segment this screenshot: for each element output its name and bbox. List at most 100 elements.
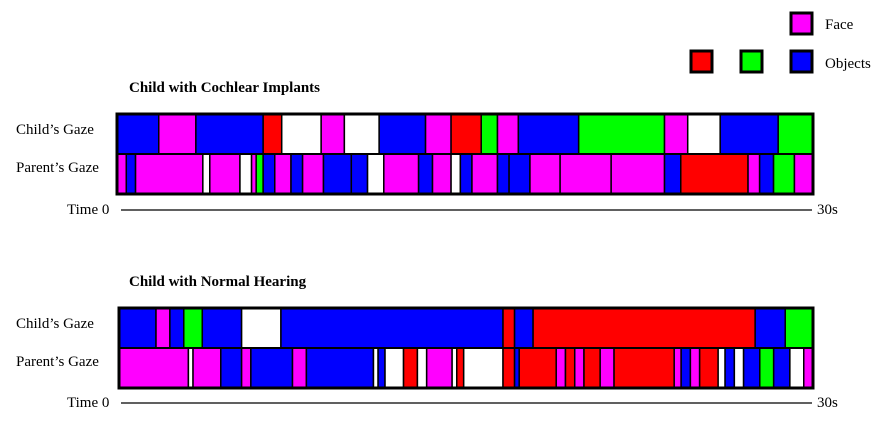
gaze-segment-face [793, 153, 814, 195]
gaze-segment-object-blue [719, 113, 779, 155]
gaze-segment-none [462, 347, 504, 389]
gaze-segment-object-blue [513, 307, 534, 349]
gaze-segment-face [158, 113, 197, 155]
row-label-parent-gaze: Parent’s Gaze [16, 160, 99, 176]
gaze-segment-object-green [759, 347, 775, 389]
gaze-segment-none [239, 153, 253, 195]
legend-swatch-object-blue [789, 49, 814, 74]
gaze-segment-face [425, 347, 453, 389]
gaze-segment-object-green [577, 113, 666, 155]
gaze-segment-object-blue [201, 307, 243, 349]
gaze-segment-face [559, 153, 612, 195]
gaze-segment-object-blue [680, 347, 692, 389]
gaze-segment-face [192, 347, 222, 389]
gaze-segment-face [424, 113, 452, 155]
gaze-segment-object-red [450, 113, 482, 155]
legend-label-objects: Objects [825, 56, 871, 72]
gaze-segment-object-blue [220, 347, 243, 389]
gaze-segment-none [280, 113, 322, 155]
legend-swatch-face [789, 11, 814, 36]
gaze-segment-object-blue [417, 153, 434, 195]
gaze-segment-face [320, 113, 346, 155]
legend-label-face: Face [825, 17, 854, 33]
parent-gaze-segments [116, 153, 814, 195]
gaze-segment-face [274, 153, 292, 195]
gaze-segment-none [240, 307, 282, 349]
panel-normal-hearing: Child with Normal Hearing Child’s Gaze P… [16, 274, 838, 411]
gaze-segment-face [555, 347, 567, 389]
gaze-segment-object-red [518, 347, 557, 389]
row-label-child-gaze: Child’s Gaze [16, 122, 94, 138]
gaze-segment-face [301, 153, 325, 195]
gaze-segment-object-red [502, 307, 516, 349]
gaze-segment-face [240, 347, 252, 389]
gaze-segment-face [689, 347, 701, 389]
gaze-segment-face [747, 153, 761, 195]
gaze-segment-object-blue [758, 153, 775, 195]
gaze-segment-object-green [777, 113, 814, 155]
row-label-child-gaze: Child’s Gaze [16, 316, 94, 332]
gaze-segment-object-blue [125, 153, 137, 195]
gaze-segment-face [134, 153, 204, 195]
gaze-segment-face [155, 307, 171, 349]
gaze-segment-face [496, 113, 520, 155]
gaze-segment-none [686, 113, 721, 155]
legend-swatch-object-green [739, 49, 764, 74]
gaze-segment-object-green [183, 307, 204, 349]
gaze-segment-object-green [255, 153, 264, 195]
gaze-segment-object-blue [724, 347, 736, 389]
gaze-segment-face [610, 153, 666, 195]
gaze-segment-none [416, 347, 428, 389]
gaze-segment-none [733, 347, 745, 389]
gaze-segment-face [291, 347, 308, 389]
gaze-segment-face [471, 153, 499, 195]
gaze-segment-object-blue [517, 113, 580, 155]
gaze-segment-face [599, 347, 615, 389]
gaze-segment-none [450, 153, 462, 195]
gaze-segment-object-green [784, 307, 814, 349]
gaze-segment-face [673, 347, 682, 389]
gaze-segment-none [384, 347, 405, 389]
gaze-segment-none [366, 153, 385, 195]
gaze-segment-object-blue [305, 347, 375, 389]
gaze-segment-face [383, 153, 420, 195]
gaze-segment-object-blue [377, 347, 386, 389]
gaze-segment-object-blue [118, 307, 157, 349]
child-gaze-segments [116, 113, 814, 155]
gaze-segment-object-blue [508, 153, 531, 195]
gaze-segment-object-blue [116, 113, 160, 155]
gaze-segment-object-red [402, 347, 419, 389]
time-end-label: 30s [817, 202, 838, 218]
gaze-segment-object-red [583, 347, 601, 389]
gaze-segment-object-red [502, 347, 516, 389]
gaze-segment-face [663, 113, 689, 155]
time-end-label: 30s [817, 395, 838, 411]
gaze-segment-object-red [262, 113, 283, 155]
gaze-segment-object-blue [378, 113, 427, 155]
gaze-segment-object-blue [742, 347, 761, 389]
gaze-segment-object-blue [459, 153, 473, 195]
gaze-segment-face [529, 153, 561, 195]
gaze-segment-object-blue [496, 153, 510, 195]
gaze-segment-object-blue [280, 307, 504, 349]
gaze-segment-none [343, 113, 380, 155]
gaze-segment-object-blue [195, 113, 264, 155]
gaze-segment-object-blue [350, 153, 369, 195]
gaze-segment-face [118, 347, 190, 389]
panel-title: Child with Normal Hearing [129, 274, 307, 290]
gaze-segment-face [209, 153, 241, 195]
gaze-segment-none [202, 153, 211, 195]
time-start-label: Time 0 [67, 202, 109, 218]
gaze-segment-face [573, 347, 585, 389]
gaze-segment-object-green [480, 113, 499, 155]
gaze-segment-object-blue [322, 153, 353, 195]
gaze-segment-object-blue [290, 153, 304, 195]
gaze-segment-object-red [613, 347, 675, 389]
gaze-segment-object-blue [663, 153, 682, 195]
time-start-label: Time 0 [67, 395, 109, 411]
gaze-segment-object-green [772, 153, 796, 195]
gaze-segment-face [431, 153, 452, 195]
gaze-segment-object-red [698, 347, 719, 389]
gaze-segment-object-red [680, 153, 749, 195]
